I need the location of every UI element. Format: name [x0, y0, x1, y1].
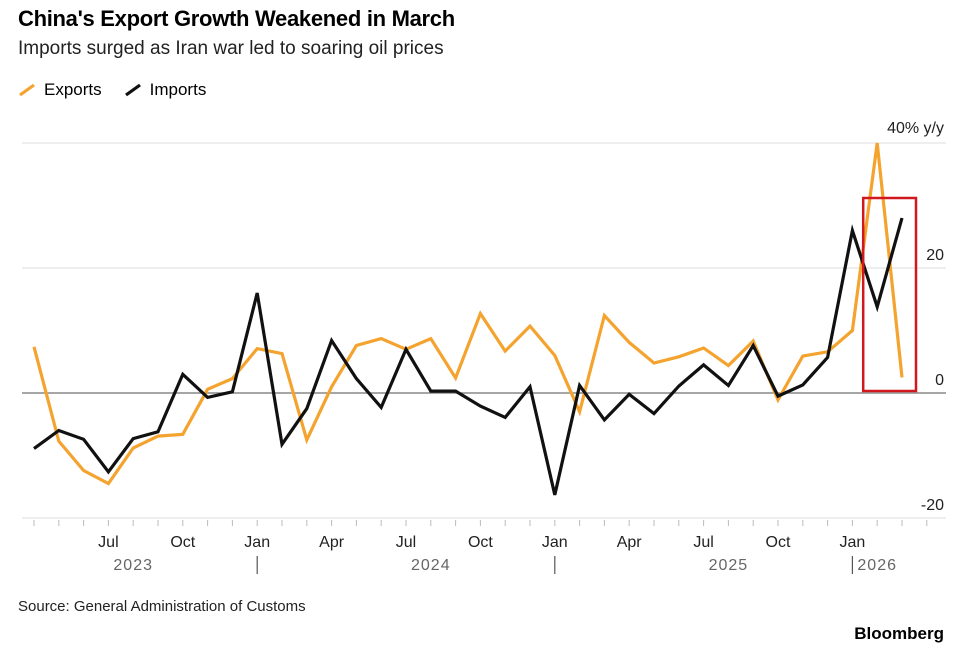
legend-swatch-imports-line — [124, 83, 141, 97]
axis-labels: 20 0 -20 40% y/y Jul Oct Jan Apr Jul Oct Jan Apr Jul… — [98, 120, 944, 574]
x-tick-label: Jul — [396, 534, 416, 551]
x-tick-label: Oct — [766, 534, 791, 551]
x-tick-label: Jan — [542, 534, 568, 551]
series-lines — [32, 142, 904, 496]
source-note: Source: General Administration of Custom… — [18, 598, 306, 615]
x-tick-label: Jul — [98, 534, 118, 551]
x-tick-label: Oct — [170, 534, 195, 551]
x-year-label: 2024 — [411, 557, 451, 574]
chart-subtitle: Imports surged as Iran war led to soarin… — [18, 38, 444, 59]
legend: Exports Imports — [18, 80, 220, 100]
brand-logo: Bloomberg — [854, 624, 944, 643]
series-line-imports — [33, 217, 904, 496]
x-tick-label: Jul — [693, 534, 713, 551]
series-line-exports — [32, 142, 904, 486]
x-tick-label: Jan — [840, 534, 866, 551]
legend-item-exports: Exports — [18, 80, 102, 100]
x-tick-label: Apr — [319, 534, 345, 551]
highlight-box — [861, 196, 918, 393]
legend-label-exports: Exports — [44, 80, 102, 99]
legend-label-imports: Imports — [149, 80, 207, 99]
legend-swatch-exports — [19, 83, 35, 97]
y-tick-label: 20 — [926, 247, 944, 264]
x-tick-label: Apr — [617, 534, 643, 551]
unit-label: 40% y/y — [887, 120, 944, 137]
x-year-label: 2023 — [113, 557, 153, 574]
chart-title: China's Export Growth Weakened in March — [18, 6, 455, 31]
grid-lines — [22, 142, 946, 519]
legend-item-imports: Imports — [124, 80, 207, 100]
y-tick-label: -20 — [921, 497, 944, 514]
x-year-label: 2026 — [857, 557, 897, 574]
x-axis — [33, 520, 928, 574]
x-tick-label: Oct — [468, 534, 493, 551]
annotation-overlay — [861, 196, 918, 393]
x-year-label: 2025 — [709, 557, 749, 574]
y-tick-label: 0 — [935, 372, 944, 389]
x-tick-label: Jan — [244, 534, 270, 551]
line-chart: 20 0 -20 40% y/y Jul Oct Jan Apr Jul Oct Jan Apr Jul… — [22, 120, 946, 574]
legend-swatch-exports-line — [19, 83, 35, 97]
legend-swatch-imports — [124, 83, 141, 97]
